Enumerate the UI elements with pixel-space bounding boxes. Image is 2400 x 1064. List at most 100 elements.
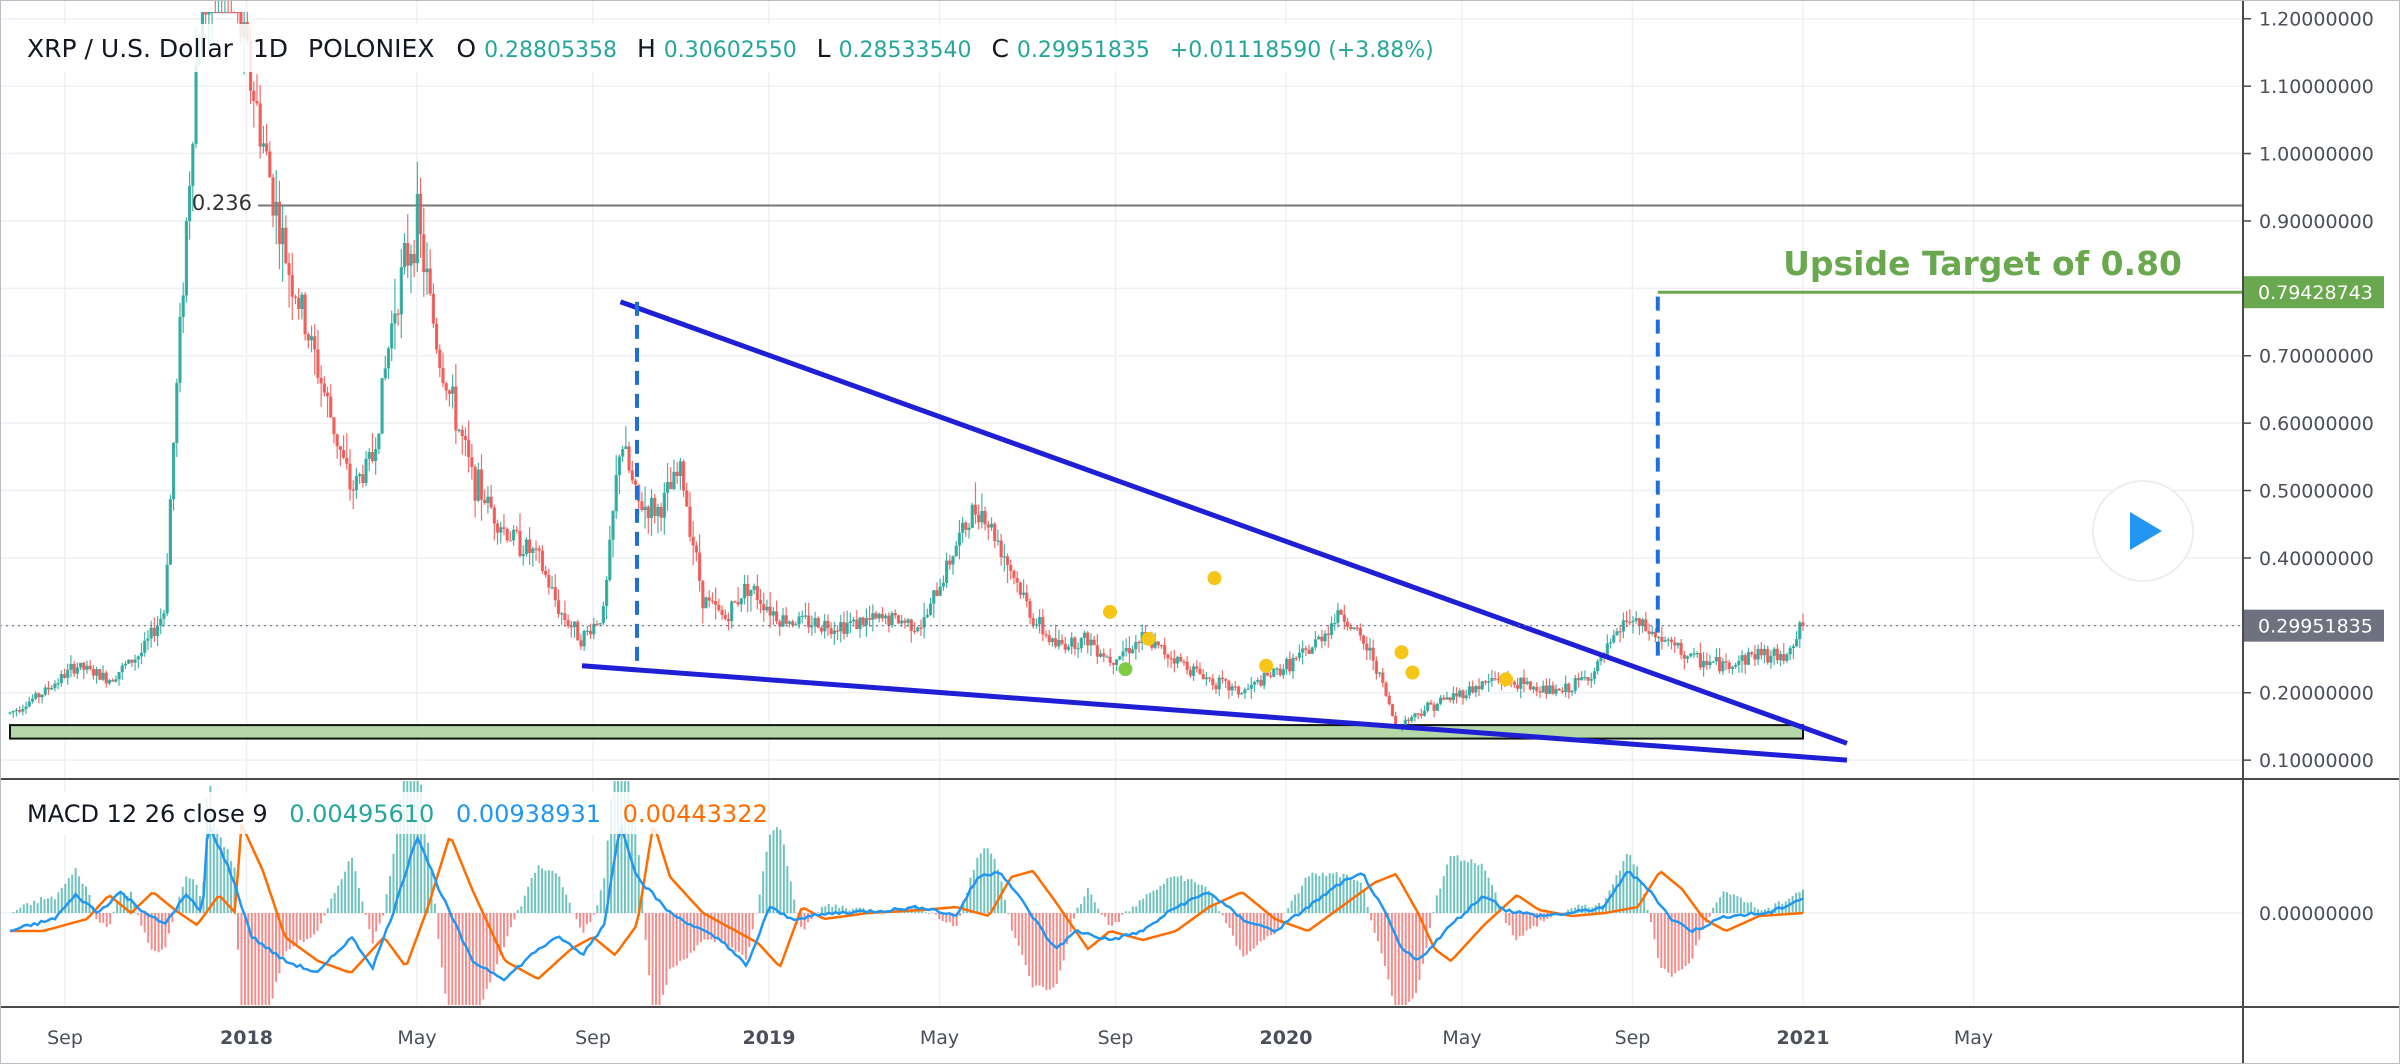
upside-target-label: Upside Target of 0.80 xyxy=(1783,244,2182,283)
candle-body xyxy=(1137,641,1141,644)
candle-body xyxy=(393,313,397,324)
price-tick-label: 0.10000000 xyxy=(2259,750,2374,772)
candle-body xyxy=(1284,658,1289,670)
candle-body xyxy=(614,475,618,512)
candle-body xyxy=(1198,668,1202,675)
candle-body xyxy=(791,621,795,625)
candle-body xyxy=(1451,693,1455,701)
candle-body xyxy=(980,510,984,523)
time-tick-label: Sep xyxy=(575,1027,611,1049)
candle-body xyxy=(855,619,859,630)
candle-body xyxy=(742,583,747,599)
play-icon xyxy=(2130,512,2162,550)
close-label: C xyxy=(991,34,1008,63)
candle-body xyxy=(681,461,686,491)
candle-body xyxy=(932,590,936,604)
candle-body xyxy=(948,560,952,565)
candle-body xyxy=(50,687,54,690)
candle-body xyxy=(1641,619,1645,627)
candle-body xyxy=(515,529,519,532)
candle-body xyxy=(665,482,670,493)
candle-body xyxy=(900,620,904,624)
candle-body xyxy=(364,458,368,484)
candle-body xyxy=(441,367,445,384)
candle-body xyxy=(906,619,910,623)
price-axis[interactable]: 1.20000000 1.10000000 1.00000000 0.90000000… xyxy=(2243,9,2374,772)
candle-body xyxy=(1371,647,1375,661)
candle-body xyxy=(925,614,929,618)
candle-body xyxy=(104,672,108,684)
candle-body xyxy=(563,613,567,621)
candle-body xyxy=(1669,639,1674,643)
event-marker-dot xyxy=(1405,665,1420,680)
candle-body xyxy=(377,433,381,450)
candle-body xyxy=(1551,685,1555,694)
candle-body xyxy=(43,687,47,695)
candle-body xyxy=(1339,610,1343,615)
candle-body xyxy=(1714,657,1718,662)
candle-body xyxy=(341,450,346,458)
play-button[interactable] xyxy=(2092,480,2194,582)
candle-body xyxy=(1801,622,1805,626)
open-label: O xyxy=(456,34,476,63)
candle-body xyxy=(691,536,695,546)
candle-body xyxy=(492,507,496,524)
candle-body xyxy=(348,463,352,490)
candle-body xyxy=(1243,689,1247,694)
candle-body xyxy=(1705,660,1709,666)
candle-body xyxy=(149,627,153,639)
candle-body xyxy=(114,679,118,682)
candle-body xyxy=(40,694,44,698)
candle-body xyxy=(88,665,92,669)
candle-body xyxy=(989,523,994,528)
candle-body xyxy=(585,630,589,632)
candle-body xyxy=(508,540,512,542)
candle-body xyxy=(1329,623,1334,636)
candle-body xyxy=(595,623,599,626)
candle-body xyxy=(550,587,554,589)
candle-body xyxy=(297,297,301,309)
candle-body xyxy=(1750,652,1754,655)
open-value: 0.28805358 xyxy=(484,38,617,63)
macd-legend[interactable]: MACD 12 26 close 9 0.00495610 0.00938931… xyxy=(16,792,768,834)
candle-body xyxy=(479,469,484,500)
candle-body xyxy=(370,452,375,462)
candle-body xyxy=(1573,678,1577,691)
upside-target xyxy=(0,290,2243,656)
candle-body xyxy=(1695,653,1699,655)
candle-body xyxy=(101,672,105,680)
candle-body xyxy=(1018,582,1022,595)
candle-body xyxy=(1349,626,1353,629)
candle-body xyxy=(944,560,949,583)
candle-body xyxy=(332,417,336,435)
candle-body xyxy=(582,630,586,647)
time-tick-label: Sep xyxy=(1615,1027,1651,1049)
candle-body xyxy=(893,613,897,616)
candle-body xyxy=(1057,640,1061,647)
candle-body xyxy=(1009,564,1013,571)
candle-body xyxy=(136,656,140,660)
time-axis[interactable]: Sep 2018 May Sep 2019 May Sep 2020 May Sep 2021 May xyxy=(47,1027,1993,1049)
candle-body xyxy=(1653,631,1658,638)
candle-body xyxy=(473,466,477,501)
candle-body xyxy=(216,12,221,14)
candle-body xyxy=(1419,713,1423,716)
candle-body xyxy=(903,620,907,623)
symbol-legend[interactable]: XRP / U.S. Dollar 1D POLONIEX O 0.288053… xyxy=(16,24,1434,72)
candle-body xyxy=(983,510,987,525)
candle-body xyxy=(1002,556,1006,558)
candle-body xyxy=(1791,646,1795,649)
candle-body xyxy=(938,586,942,596)
candle-body xyxy=(1297,652,1302,658)
candle-body xyxy=(1487,681,1491,683)
candle-body xyxy=(319,377,323,384)
candle-body xyxy=(1304,648,1308,650)
candle-body xyxy=(1310,647,1314,654)
low-label: L xyxy=(817,34,831,63)
candle-body xyxy=(111,680,115,682)
candle-body xyxy=(1483,681,1488,683)
time-tick-label: 2018 xyxy=(220,1027,273,1049)
candle-body xyxy=(499,527,503,533)
symbol-name: XRP / U.S. Dollar xyxy=(27,34,234,63)
macd-signal-line xyxy=(10,823,1804,980)
